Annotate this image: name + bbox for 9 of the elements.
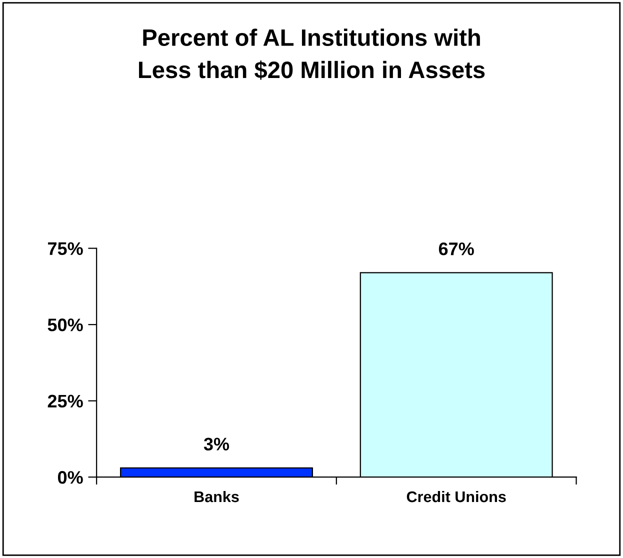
y-tick-label: 25% <box>48 394 83 408</box>
x-tick-label: Banks <box>194 490 239 502</box>
x-tick-label: Credit Unions <box>406 490 506 502</box>
data-label: 67% <box>438 242 474 256</box>
data-label: 3% <box>204 438 230 451</box>
y-tick-label: 0% <box>58 471 83 484</box>
chart-title: Percent of AL Institutions with Less than $20 Million in Assets <box>139 28 485 80</box>
y-tick-label: 75% <box>48 242 83 256</box>
y-tick-label: 50% <box>48 318 83 332</box>
